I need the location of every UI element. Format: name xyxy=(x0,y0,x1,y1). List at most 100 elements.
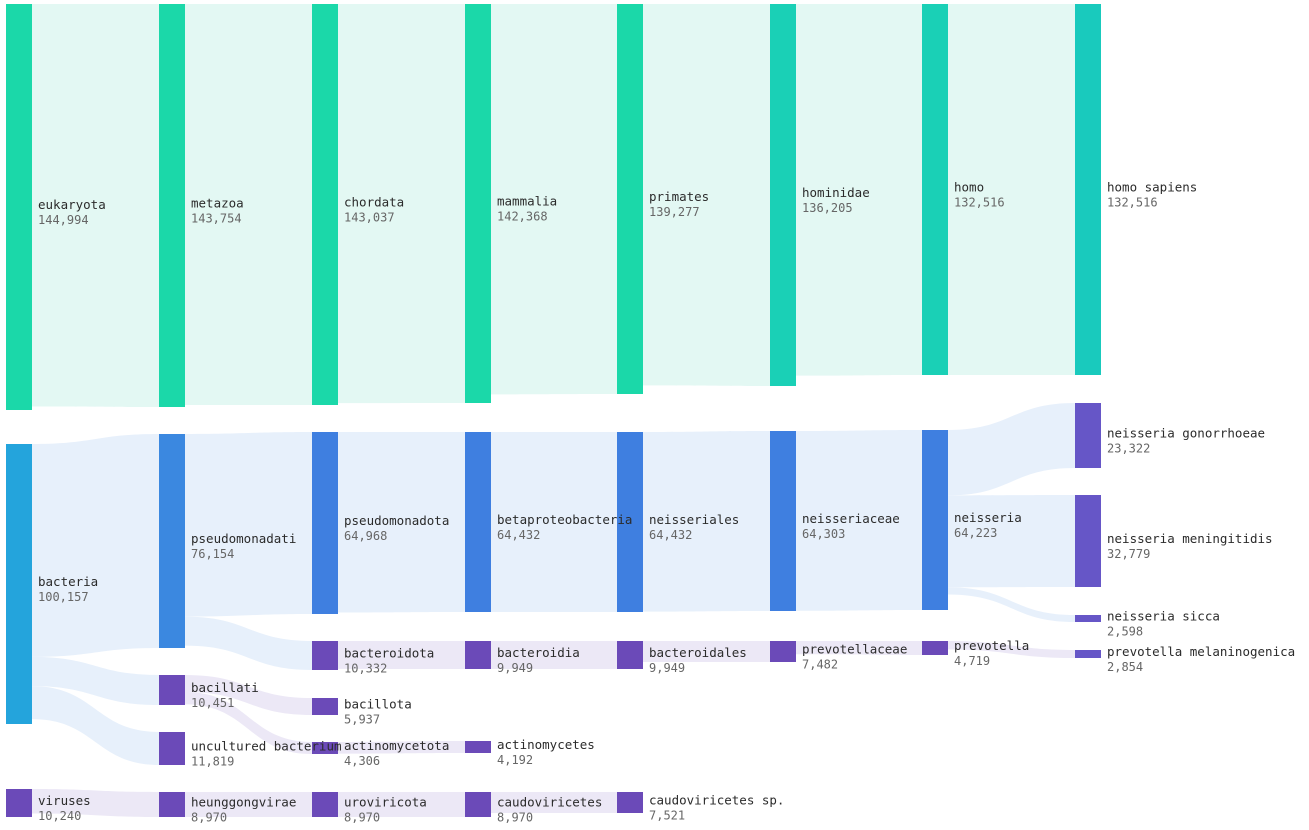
link-mammalia-to-primates xyxy=(491,4,617,395)
node-metazoa[interactable] xyxy=(159,4,185,407)
link-neisseriales-to-neisseriaceae xyxy=(643,431,770,612)
node-label-uncultured_bacterium: uncultured bacterium xyxy=(191,739,342,754)
node-value-actinomycetes: 4,192 xyxy=(497,753,533,767)
node-label-neisseria: neisseria xyxy=(954,510,1022,525)
node-caudoviricetes[interactable] xyxy=(465,792,491,817)
node-value-actinomycetota: 4,306 xyxy=(344,754,380,768)
node-label-hominidae: hominidae xyxy=(802,185,870,200)
node-neisseriaceae[interactable] xyxy=(770,431,796,611)
link-neisseria-to-neisseria_sicca xyxy=(948,587,1075,622)
sankey-links xyxy=(32,4,1075,817)
node-label-bacteroidales: bacteroidales xyxy=(649,645,747,660)
node-label-actinomycetota: actinomycetota xyxy=(344,738,449,753)
node-value-bacteroidia: 9,949 xyxy=(497,661,533,675)
node-label-prevotellaceae: prevotellaceae xyxy=(802,642,907,657)
node-actinomycetes[interactable] xyxy=(465,741,491,753)
node-label-caudoviricetes: caudoviricetes xyxy=(497,795,602,810)
node-eukaryota[interactable] xyxy=(6,4,32,410)
node-value-neisseriales: 64,432 xyxy=(649,528,692,542)
node-value-caudoviricetes_sp: 7,521 xyxy=(649,809,685,823)
node-value-eukaryota: 144,994 xyxy=(38,213,89,227)
node-heunggongvirae[interactable] xyxy=(159,792,185,817)
node-label-heunggongvirae: heunggongvirae xyxy=(191,795,296,810)
node-neisseria_sicca[interactable] xyxy=(1075,615,1101,622)
node-neisseriales[interactable] xyxy=(617,432,643,612)
node-label-prevotella: prevotella xyxy=(954,638,1029,653)
node-prevotellaceae[interactable] xyxy=(770,641,796,662)
link-hominidae-to-homo xyxy=(796,4,922,376)
link-metazoa-to-chordata xyxy=(185,4,312,405)
node-value-neisseria_sicca: 2,598 xyxy=(1107,625,1143,639)
node-value-neisseriaceae: 64,303 xyxy=(802,527,845,541)
node-label-bacillota: bacillota xyxy=(344,697,412,712)
link-viruses-to-heunggongvirae xyxy=(32,789,159,817)
node-bacteria[interactable] xyxy=(6,444,32,724)
link-neisseria-to-neisseria_meningitidis xyxy=(948,495,1075,588)
node-bacteroidales[interactable] xyxy=(617,641,643,669)
node-pseudomonadati[interactable] xyxy=(159,434,185,648)
sankey-nodes xyxy=(6,4,1101,817)
node-viruses[interactable] xyxy=(6,789,32,817)
node-label-homo_sapiens: homo sapiens xyxy=(1107,180,1197,195)
node-betaproteobacteria[interactable] xyxy=(465,432,491,612)
node-label-bacteroidota: bacteroidota xyxy=(344,646,434,661)
link-uroviricota-to-caudoviricetes xyxy=(338,792,465,817)
node-label-uroviricota: uroviricota xyxy=(344,795,427,810)
node-hominidae[interactable] xyxy=(770,4,796,386)
node-pseudomonadota[interactable] xyxy=(312,432,338,614)
node-label-bacteria: bacteria xyxy=(38,574,98,589)
node-value-prevotella_melaninogenica: 2,854 xyxy=(1107,660,1143,674)
node-value-bacillati: 10,451 xyxy=(191,696,234,710)
link-betaproteobacteria-to-neisseriales xyxy=(491,432,617,612)
link-chordata-to-mammalia xyxy=(338,4,465,404)
node-label-caudoviricetes_sp: caudoviricetes sp. xyxy=(649,793,784,808)
node-bacteroidia[interactable] xyxy=(465,641,491,669)
node-value-betaproteobacteria: 64,432 xyxy=(497,528,540,542)
node-neisseria[interactable] xyxy=(922,430,948,610)
node-label-homo: homo xyxy=(954,180,984,195)
sankey-labels: eukaryota144,994bacteria100,157viruses10… xyxy=(38,180,1295,825)
node-value-bacteria: 100,157 xyxy=(38,590,89,604)
link-bacteria-to-pseudomonadati xyxy=(32,434,159,657)
node-neisseria_gonorrhoeae[interactable] xyxy=(1075,403,1101,468)
link-bacillati-to-actinomycetota xyxy=(185,692,312,754)
link-bacteroidales-to-prevotellaceae xyxy=(643,641,770,663)
node-value-bacteroidota: 10,332 xyxy=(344,662,387,676)
node-label-betaproteobacteria: betaproteobacteria xyxy=(497,512,632,527)
node-caudoviricetes_sp[interactable] xyxy=(617,792,643,813)
node-value-prevotellaceae: 7,482 xyxy=(802,658,838,672)
node-prevotella[interactable] xyxy=(922,641,948,655)
node-prevotella_melaninogenica[interactable] xyxy=(1075,650,1101,658)
node-value-viruses: 10,240 xyxy=(38,809,81,823)
node-chordata[interactable] xyxy=(312,4,338,405)
node-value-homo: 132,516 xyxy=(954,196,1005,210)
link-prevotella-to-prevotella_melaninogenica xyxy=(948,641,1075,658)
node-uncultured_bacterium[interactable] xyxy=(159,732,185,765)
node-value-uroviricota: 8,970 xyxy=(344,811,380,825)
link-eukaryota-to-metazoa xyxy=(32,4,159,407)
node-value-pseudomonadati: 76,154 xyxy=(191,547,234,561)
node-bacillati[interactable] xyxy=(159,675,185,705)
node-homo[interactable] xyxy=(922,4,948,375)
node-label-prevotella_melaninogenica: prevotella melaninogenica xyxy=(1107,644,1295,659)
node-mammalia[interactable] xyxy=(465,4,491,403)
node-value-chordata: 143,037 xyxy=(344,211,395,225)
node-value-bacillota: 5,937 xyxy=(344,713,380,727)
node-value-hominidae: 136,205 xyxy=(802,201,853,215)
node-label-chordata: chordata xyxy=(344,195,404,210)
node-value-metazoa: 143,754 xyxy=(191,212,242,226)
node-value-uncultured_bacterium: 11,819 xyxy=(191,755,234,769)
node-homo_sapiens[interactable] xyxy=(1075,4,1101,375)
node-value-neisseria: 64,223 xyxy=(954,526,997,540)
node-bacteroidota[interactable] xyxy=(312,641,338,670)
node-actinomycetota[interactable] xyxy=(312,742,338,754)
node-value-neisseria_gonorrhoeae: 23,322 xyxy=(1107,442,1150,456)
node-bacillota[interactable] xyxy=(312,698,338,715)
node-value-bacteroidales: 9,949 xyxy=(649,661,685,675)
link-primates-to-hominidae xyxy=(643,4,770,386)
node-uroviricota[interactable] xyxy=(312,792,338,817)
link-pseudomonadati-to-pseudomonadota xyxy=(185,432,312,617)
link-caudoviricetes-to-caudoviricetes_sp xyxy=(491,792,617,813)
node-primates[interactable] xyxy=(617,4,643,394)
node-neisseria_meningitidis[interactable] xyxy=(1075,495,1101,587)
